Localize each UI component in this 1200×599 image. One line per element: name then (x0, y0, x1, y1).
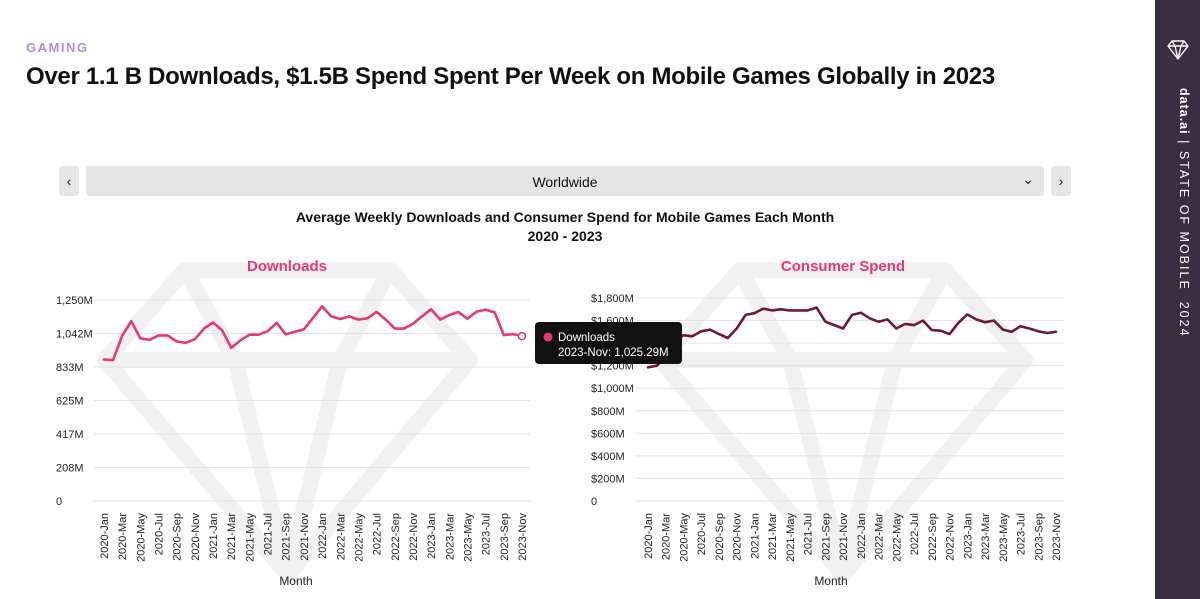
downloads-x-tick-label: 2020-Jan (99, 513, 111, 559)
spend-x-tick-label: 2021-Jul (803, 513, 815, 555)
page-title: Over 1.1 B Downloads, $1.5B Spend Spent … (26, 63, 995, 90)
sidebar-year: 2024 (1177, 301, 1191, 338)
spend-y-tick-label: $1,800M (591, 293, 634, 305)
prev-button[interactable]: ‹ (59, 166, 79, 196)
spend-x-tick-label: 2023-Jan (962, 513, 974, 559)
spend-y-tick-label: $1,000M (591, 383, 634, 395)
downloads-x-tick-label: 2023-May (462, 513, 474, 562)
sidebar-report: STATE OF MOBILE (1177, 150, 1191, 291)
downloads-y-tick-label: 1,250M (56, 295, 93, 307)
downloads-x-tick-label: 2022-Jul (372, 513, 384, 555)
downloads-x-tick-label: 2022-Jan (317, 513, 329, 559)
tooltip-series-name: Downloads (558, 332, 615, 344)
downloads-x-tick-label: 2022-Mar (335, 513, 347, 560)
downloads-series-line (102, 305, 524, 362)
downloads-x-tick-label: 2021-Mar (226, 513, 238, 560)
spend-x-tick-label: 2020-May (678, 513, 690, 562)
downloads-y-tick-label: 625M (56, 396, 84, 408)
downloads-x-tick-label: 2023-Mar (444, 513, 456, 560)
hover-point-marker[interactable] (517, 331, 527, 341)
spend-x-tick-label: 2020-Jan (643, 513, 655, 559)
spend-y-tick-label: $800M (591, 406, 625, 418)
spend-x-tick-label: 2023-Jul (1016, 513, 1028, 555)
spend-panel-title: Consumer Spend (781, 258, 905, 275)
tooltip-box (535, 322, 682, 364)
chevron-left-icon: ‹ (66, 173, 72, 189)
spend-series-line (646, 306, 1058, 369)
downloads-x-tick-label: 2021-Sep (281, 513, 293, 561)
downloads-x-tick-label: 2020-Sep (172, 513, 184, 561)
sidebar-brand: data.ai (1177, 88, 1191, 135)
spend-x-tick-label: 2020-Nov (732, 513, 744, 561)
downloads-x-tick-label: 2023-Jul (481, 513, 493, 555)
spend-y-tick-label: 0 (591, 496, 597, 508)
spend-x-tick-label: 2022-Jul (909, 513, 921, 555)
chart-title-line2: 2020 - 2023 (527, 228, 603, 244)
spend-x-tick-label: 2022-May (891, 513, 903, 562)
downloads-x-tick-label: 2022-Nov (408, 513, 420, 561)
downloads-x-tick-label: 2020-May (135, 513, 147, 562)
region-dropdown[interactable]: Worldwide ⌄ (86, 166, 1044, 196)
spend-y-tick-label: $200M (591, 473, 625, 485)
downloads-y-tick-label: 208M (56, 463, 84, 475)
spend-x-tick-label: 2022-Sep (927, 513, 939, 561)
spend-x-axis-title: Month (814, 574, 847, 588)
downloads-x-tick-label: 2020-Nov (190, 513, 202, 561)
spend-x-tick-label: 2023-Sep (1033, 513, 1045, 561)
charts-canvas: Downloads 0 208M 417M 625M 833M 1,042M 1,250M 20… (56, 258, 1064, 588)
downloads-chart: Downloads 0 208M 417M 625M 833M 1,042M 1,250M 20… (56, 258, 530, 588)
downloads-x-tick-label: 2021-Jan (208, 513, 220, 559)
section-eyebrow: GAMING (26, 40, 89, 55)
sidebar-spacer (1177, 291, 1191, 302)
spend-x-tick-label: 2021-May (785, 513, 797, 562)
spend-x-tick-label: 2022-Nov (945, 513, 957, 561)
next-button[interactable]: › (1051, 166, 1071, 196)
sidebar-divider: | (1177, 134, 1191, 151)
downloads-y-tick-label: 1,042M (56, 329, 93, 341)
downloads-x-tick-label: 2023-Jan (426, 513, 438, 559)
chart-title-line1: Average Weekly Downloads and Consumer Sp… (295, 209, 835, 225)
chart-title: Average Weekly Downloads and Consumer Sp… (0, 208, 1130, 246)
tooltip: Downloads 2023-Nov: 1,025.29M (517, 322, 682, 364)
consumer-spend-chart: Consumer Spend 0 $200M $400M $600M $800M $1,00… (591, 258, 1064, 588)
spend-x-tick-label: 2023-Mar (980, 513, 992, 560)
spend-x-tick-label: 2021-Sep (820, 513, 832, 561)
downloads-x-tick-label: 2021-Jul (263, 513, 275, 555)
downloads-x-tick-label: 2020-Mar (117, 513, 129, 560)
region-dropdown-value: Worldwide (532, 174, 598, 190)
downloads-x-axis-title: Month (279, 574, 312, 588)
downloads-y-tick-label: 833M (56, 362, 84, 374)
spend-x-tick-label: 2021-Mar (767, 513, 779, 560)
downloads-x-tick-label: 2020-Jul (154, 513, 166, 555)
chevron-right-icon: › (1058, 173, 1064, 189)
sidebar: data.ai | STATE OF MOBILE 2024 (1155, 0, 1200, 599)
spend-x-tick-label: 2020-Jul (696, 513, 708, 555)
downloads-panel-title: Downloads (247, 258, 327, 275)
downloads-x-tick-label: 2021-May (244, 513, 256, 562)
downloads-x-tick-label: 2022-May (353, 513, 365, 562)
spend-x-tick-label: 2022-Jan (856, 513, 868, 559)
spend-x-tick-label: 2021-Nov (838, 513, 850, 561)
spend-y-tick-label: $600M (591, 428, 625, 440)
downloads-x-tick-label: 2023-Nov (517, 513, 529, 561)
spend-x-tick-label: 2021-Jan (749, 513, 761, 559)
spend-x-tick-label: 2023-Nov (1051, 513, 1063, 561)
downloads-x-tick-label: 2023-Sep (499, 513, 511, 561)
spend-x-tick-label: 2022-Mar (874, 513, 886, 560)
downloads-x-tick-label: 2022-Sep (390, 513, 402, 561)
spend-x-tick-label: 2023-May (998, 513, 1010, 562)
downloads-y-tick-label: 0 (56, 496, 62, 508)
spend-x-tick-label: 2020-Mar (661, 513, 673, 560)
downloads-x-tick-label: 2021-Nov (299, 513, 311, 561)
tooltip-value: 2023-Nov: 1,025.29M (558, 347, 669, 359)
tooltip-series-dot (543, 332, 553, 342)
sidebar-report-label: data.ai | STATE OF MOBILE 2024 (1177, 88, 1191, 338)
spend-x-tick-label: 2020-Sep (714, 513, 726, 561)
spend-y-tick-label: $400M (591, 451, 625, 463)
chevron-down-icon: ⌄ (1022, 171, 1034, 187)
diamond-logo-icon (1167, 40, 1189, 60)
downloads-y-tick-label: 417M (56, 429, 84, 441)
